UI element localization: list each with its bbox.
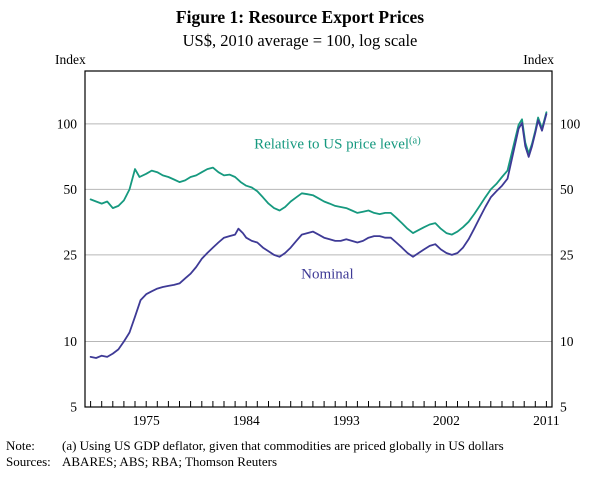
x-tick-label: 2002: [433, 413, 460, 428]
series-label-nominal: Nominal: [301, 266, 354, 282]
y-tick-label-left: 100: [57, 116, 78, 131]
y-tick-label-left: 25: [64, 247, 78, 262]
y-tick-label-right: 10: [560, 334, 574, 349]
note-text: (a) Using US GDP deflator, given that co…: [62, 438, 504, 453]
y-tick-label-left: 10: [64, 334, 78, 349]
figure-title: Figure 1: Resource Export Prices: [175, 7, 425, 27]
chart-svg: Relative to US price level(a) Nominal 5 5 10…: [55, 52, 581, 428]
x-tick-label: 2011: [533, 413, 560, 428]
plot-border: [84, 70, 553, 408]
y-tick-label-left: 50: [64, 182, 78, 197]
y-tick-label-right: 5: [560, 400, 567, 415]
y-tick-label-right: 25: [560, 247, 574, 262]
figure-container: Figure 1: Resource Export Prices US$, 20…: [0, 7, 600, 470]
y-tick-label-left: 5: [70, 400, 77, 415]
resource-export-prices-chart: Relative to US price level(a) Nominal 5 5 10…: [0, 51, 600, 433]
axis-unit-left: Index: [55, 52, 86, 67]
y-tick-label-right: 50: [560, 182, 574, 197]
x-tick-label: 1975: [133, 413, 160, 428]
series-line-nominal: [89, 113, 548, 359]
x-tick-label: 1984: [233, 413, 260, 428]
sources-label: Sources:: [6, 454, 51, 469]
figure-sources: Sources: ABARES; ABS; RBA; Thomson Reute…: [0, 454, 600, 470]
sources-text: ABARES; ABS; RBA; Thomson Reuters: [62, 454, 278, 469]
figure-subtitle: US$, 2010 average = 100, log scale: [182, 31, 418, 50]
axis-unit-right: Index: [523, 52, 554, 67]
figure-note: Note: (a) Using US GDP deflator, given t…: [0, 438, 600, 454]
note-label: Note:: [6, 438, 35, 453]
y-tick-label-right: 100: [560, 116, 581, 131]
series-line-relative-to-us-price-level: [89, 111, 548, 236]
x-tick-label: 1993: [333, 413, 360, 428]
series-label-relative-to-us-price-level: Relative to US price level(a): [254, 136, 421, 153]
